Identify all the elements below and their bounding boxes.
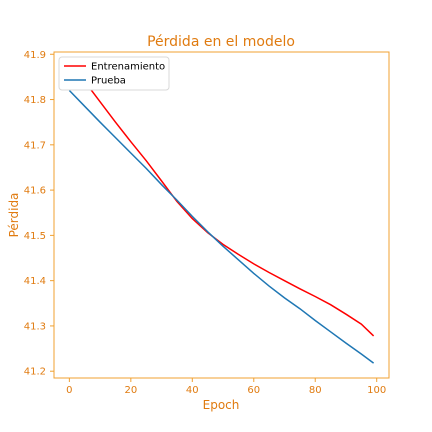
y-tick-label: 41.7 xyxy=(24,140,46,151)
x-tick-label: 0 xyxy=(66,385,72,396)
x-axis: 0 20 40 60 80 100 xyxy=(66,378,386,396)
y-tick-label: 41.3 xyxy=(24,321,46,332)
y-axis: 41.2 41.3 41.4 41.5 41.6 41.7 41.8 41.9 xyxy=(24,50,54,378)
x-tick-label: 40 xyxy=(186,385,199,396)
x-tick-label: 60 xyxy=(247,385,260,396)
legend: Entrenamiento Prueba xyxy=(58,56,170,91)
chart-title: Pérdida en el modelo xyxy=(147,34,295,50)
legend-label-test: Prueba xyxy=(91,76,126,87)
x-tick-label: 80 xyxy=(309,385,322,396)
x-tick-label: 100 xyxy=(367,385,386,396)
legend-box xyxy=(58,56,170,91)
y-tick-label: 41.2 xyxy=(24,367,46,378)
legend-label-train: Entrenamiento xyxy=(91,62,165,73)
y-tick-label: 41.4 xyxy=(24,276,46,287)
y-tick-label: 41.9 xyxy=(24,50,46,61)
y-tick-label: 41.8 xyxy=(24,95,46,106)
plot-area xyxy=(53,51,390,379)
series-line-train xyxy=(68,62,375,337)
x-tick-label: 20 xyxy=(124,385,137,396)
series-lines xyxy=(68,62,375,364)
x-axis-label: Epoch xyxy=(203,398,240,412)
y-tick-label: 41.5 xyxy=(24,231,46,242)
y-axis-label: Pérdida xyxy=(7,193,21,238)
y-tick-label: 41.6 xyxy=(24,186,46,197)
series-line-test xyxy=(68,89,375,364)
